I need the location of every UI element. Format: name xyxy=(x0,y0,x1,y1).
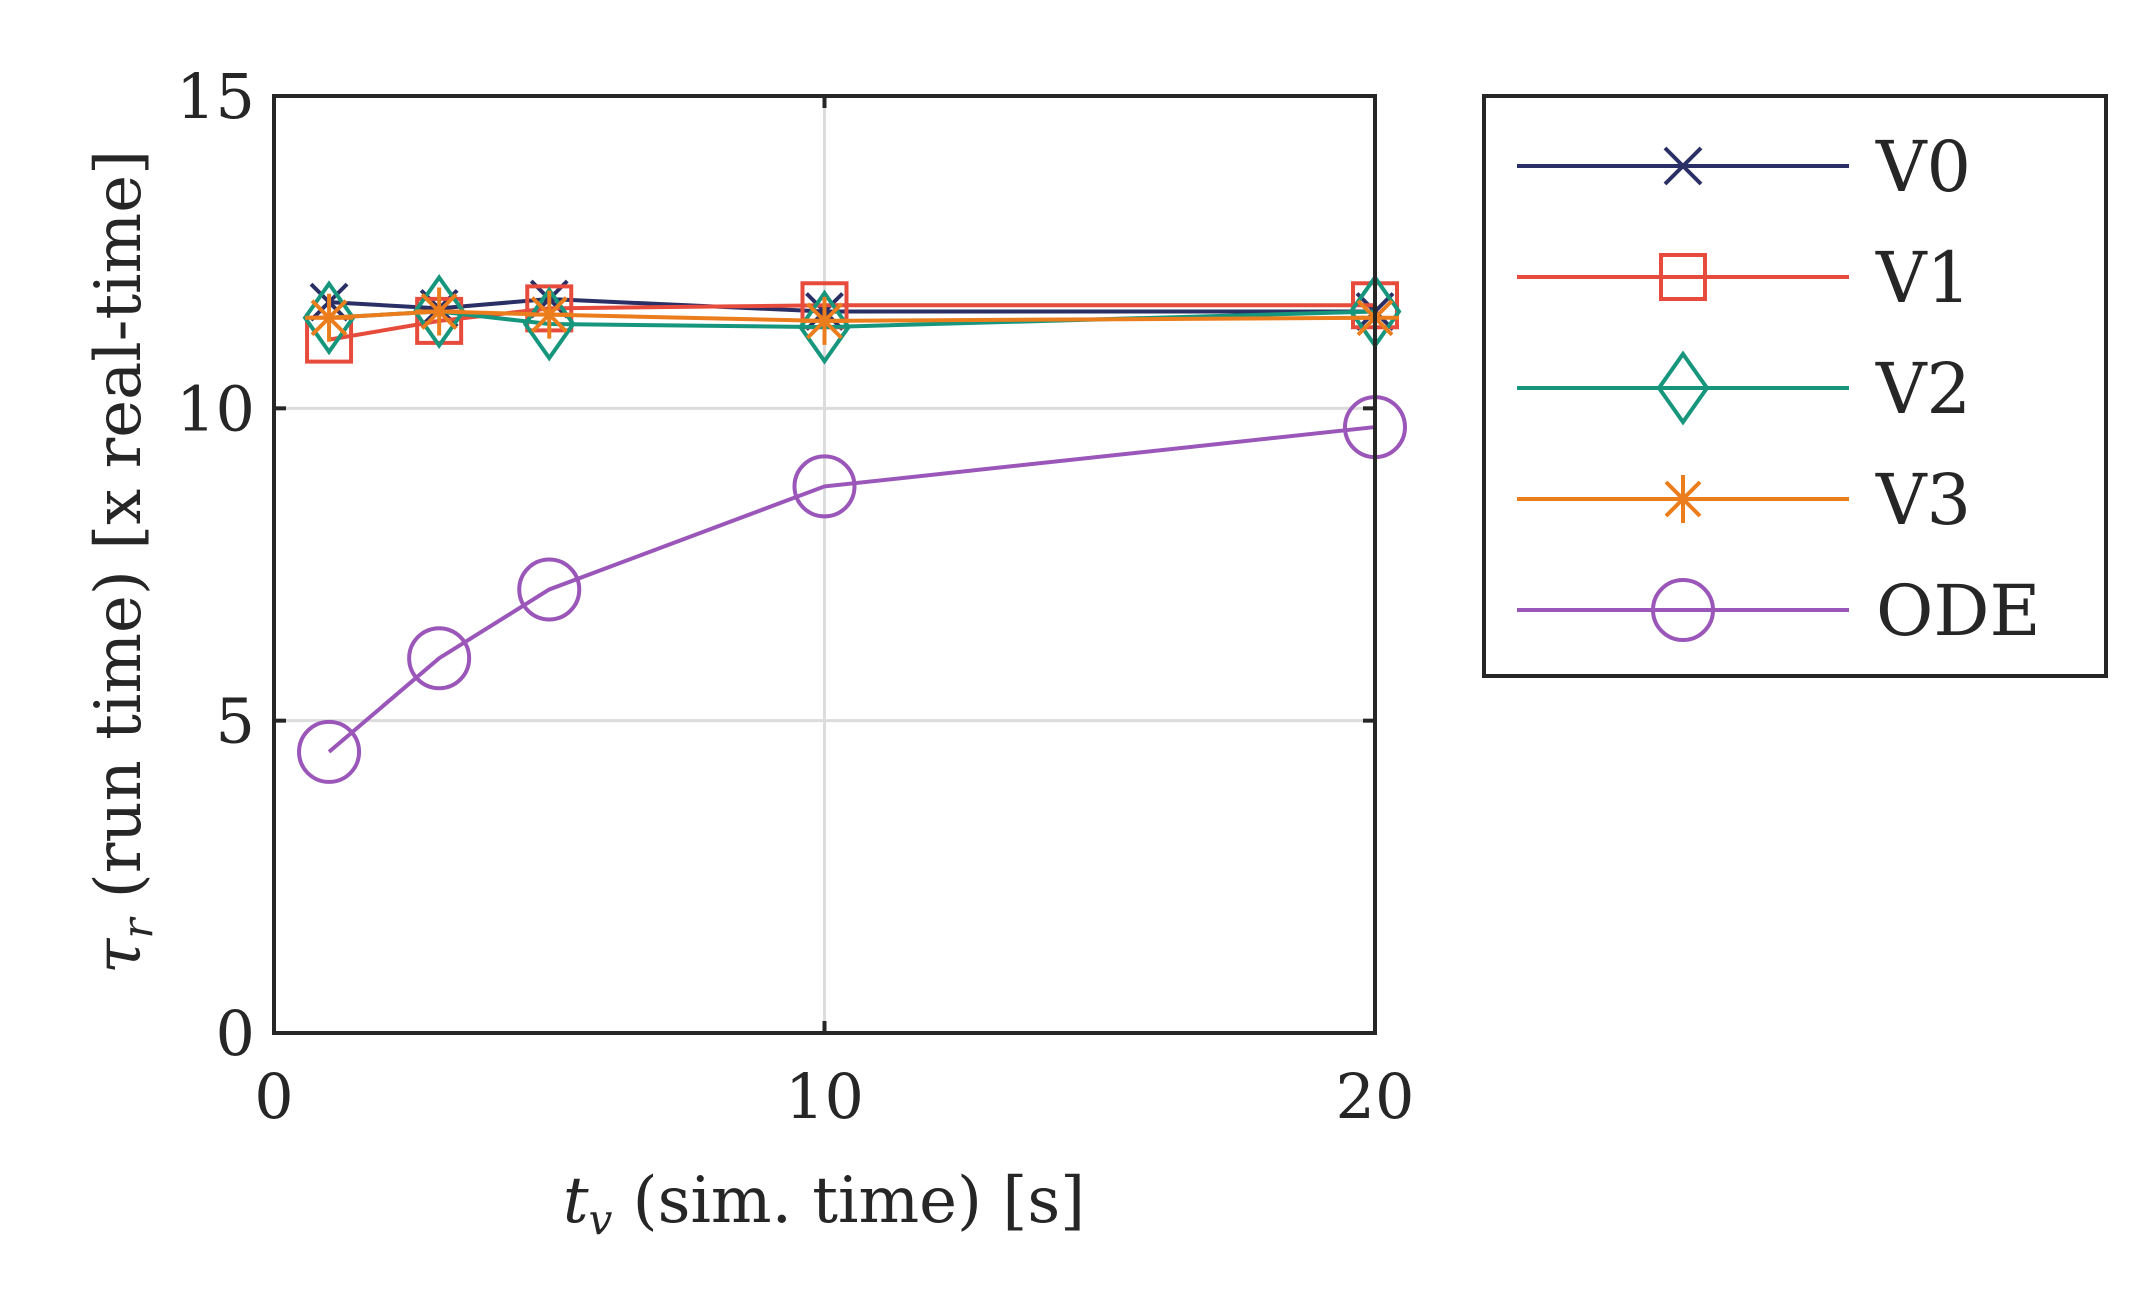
legend-marker-v1 xyxy=(1659,253,1707,301)
y-axis-label: τr (run time) [x real-time] xyxy=(82,150,162,974)
data-point-v2 xyxy=(798,289,851,365)
x-axis-var: t xyxy=(563,1164,589,1238)
legend-item-v3: V3 xyxy=(1517,459,1971,541)
data-point-v2 xyxy=(412,274,466,349)
data-point-v3 xyxy=(800,296,849,345)
x-tick-label: 10 xyxy=(785,1060,864,1133)
legend-label-v2: V2 xyxy=(1875,348,1971,430)
x-axis-sub: v xyxy=(589,1195,613,1244)
data-point-v3 xyxy=(525,290,574,339)
legend-marker-ode xyxy=(1651,578,1715,642)
legend-label-v1: V1 xyxy=(1875,237,1971,319)
plot-series xyxy=(297,274,1407,784)
x-axis-label: tv (sim. time) [s] xyxy=(563,1164,1085,1244)
legend-box xyxy=(1482,94,2108,678)
series-line-ode xyxy=(327,425,1376,754)
data-point-v3 xyxy=(305,293,354,342)
y-axis-text: (run time) [x real-time] xyxy=(82,150,156,919)
y-tick-label: 15 xyxy=(176,60,255,133)
data-point-ode xyxy=(517,557,582,622)
grid xyxy=(274,96,1375,1033)
y-axis-var: τ xyxy=(82,937,156,974)
axis-ticks: 0 10 20 0 5 10 15 xyxy=(176,60,1414,1133)
legend-label-v0: V0 xyxy=(1875,126,1971,208)
legend: V0 V1 V2 V3 ODE xyxy=(1482,94,2108,678)
y-tick-label: 10 xyxy=(176,372,255,445)
legend-marker-v2 xyxy=(1656,350,1710,426)
legend-marker-v0 xyxy=(1663,146,1703,186)
x-tick-label: 0 xyxy=(254,1060,293,1133)
data-point-ode xyxy=(407,626,472,691)
data-point-v3 xyxy=(415,287,464,336)
data-point-ode xyxy=(792,454,857,519)
legend-label-ode: ODE xyxy=(1876,570,2041,652)
legend-item-v1: V1 xyxy=(1517,237,1971,319)
y-tick-label: 5 xyxy=(216,685,255,758)
y-tick-label: 0 xyxy=(216,997,255,1070)
legend-label-v3: V3 xyxy=(1875,459,1971,541)
series-ode xyxy=(297,395,1407,784)
y-axis-sub: r xyxy=(113,916,162,939)
x-axis-text: (sim. time) [s] xyxy=(612,1164,1085,1238)
data-point-v2 xyxy=(302,280,356,356)
legend-item-v2: V2 xyxy=(1517,348,1971,430)
data-point-ode xyxy=(297,719,362,784)
legend-marker-v3 xyxy=(1659,475,1707,523)
x-tick-label: 20 xyxy=(1336,1060,1415,1133)
legend-item-v0: V0 xyxy=(1517,126,1971,208)
legend-item-ode: ODE xyxy=(1517,570,2041,652)
